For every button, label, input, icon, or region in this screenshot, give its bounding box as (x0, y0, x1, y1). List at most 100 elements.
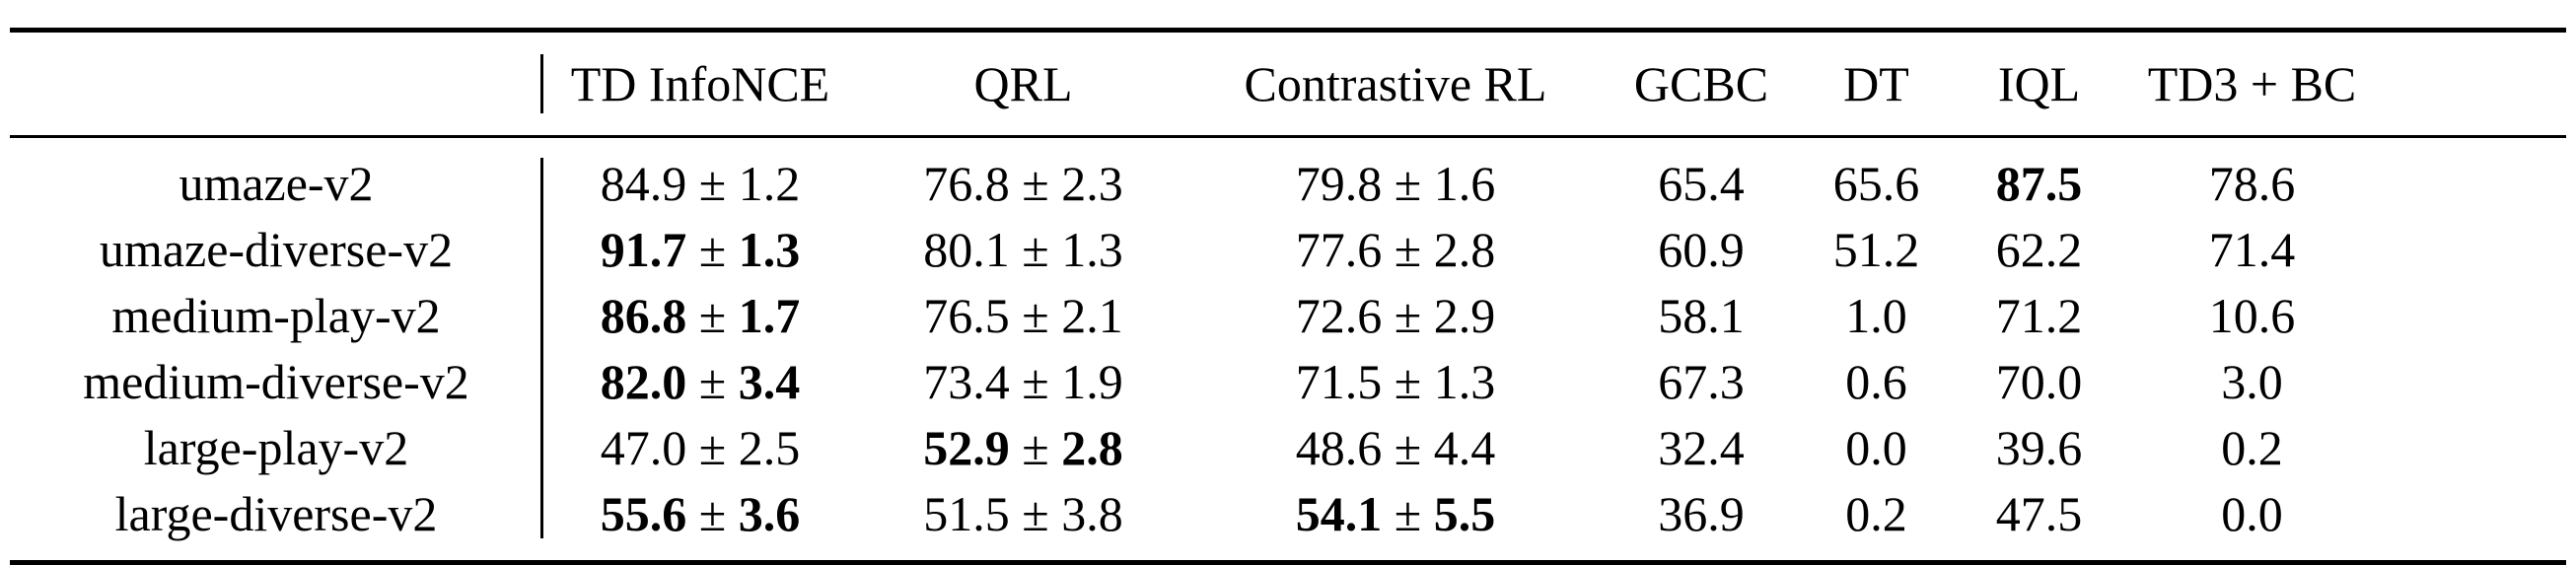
table-cell: 0.2 (1800, 489, 1953, 538)
table-cell: 48.6 ± 4.4 (1188, 423, 1603, 472)
table-cell: 77.6 ± 2.8 (1188, 225, 1603, 274)
cell-mean: 52.9 (923, 419, 1010, 475)
cell-mean: 71.5 (1295, 353, 1383, 409)
cell-mean: 36.9 (1658, 485, 1745, 541)
plus-minus-sign: ± (1009, 485, 1062, 541)
top-rule (10, 28, 2566, 33)
plus-minus-sign: ± (686, 287, 739, 343)
row-label: large-diverse-v2 (114, 485, 438, 541)
plus-minus-sign: ± (686, 353, 739, 409)
cell-mean: 47.5 (1995, 485, 2083, 541)
row-label: large-play-v2 (143, 419, 409, 475)
table-cell: 71.5 ± 1.3 (1188, 357, 1603, 406)
plus-minus-sign: ± (1382, 419, 1434, 475)
table-cell: 1.0 (1800, 291, 1953, 340)
cell-mean: 54.1 (1295, 485, 1383, 541)
plus-minus-sign: ± (686, 485, 739, 541)
table-cell: 54.1 ± 5.5 (1188, 489, 1603, 538)
cell-mean: 0.2 (1845, 485, 1907, 541)
table-cell: 80.1 ± 1.3 (858, 225, 1188, 274)
table-cell: 79.8 ± 1.6 (1188, 159, 1603, 208)
plus-minus-sign: ± (1382, 485, 1434, 541)
cell-mean: 55.6 (600, 485, 687, 541)
table-cell: 47.0 ± 2.5 (542, 423, 858, 472)
header-cell-td3-bc: TD3 + BC (2147, 56, 2357, 111)
cell-mean: 51.5 (923, 485, 1010, 541)
cell-mean: 62.2 (1995, 221, 2083, 277)
cell-mean: 82.0 (600, 353, 687, 409)
cell-mean: 1.0 (1845, 287, 1907, 343)
table-cell: 72.6 ± 2.9 (1188, 291, 1603, 340)
table-cell: 82.0 ± 3.4 (542, 357, 858, 406)
body-vertical-divider (540, 158, 543, 538)
table-cell: 62.2 (1953, 225, 2125, 274)
cell-std: 2.9 (1433, 287, 1496, 343)
plus-minus-sign: ± (686, 221, 739, 277)
table-cell: 39.6 (1953, 423, 2125, 472)
cell-mean: 58.1 (1658, 287, 1745, 343)
cell-std: 1.3 (738, 221, 801, 277)
cell-mean: 10.6 (2208, 287, 2296, 343)
table-row: large-play-v2 47.0 ± 2.5 52.9 ± 2.8 48.6 ± … (10, 414, 2566, 480)
cell-mean: 51.2 (1832, 221, 1920, 277)
table-cell: 67.3 (1603, 357, 1800, 406)
cell-std: 3.6 (738, 485, 801, 541)
cell-mean: 72.6 (1295, 287, 1383, 343)
table-cell: 52.9 ± 2.8 (858, 423, 1188, 472)
cell-mean: 67.3 (1658, 353, 1745, 409)
table-cell: 36.9 (1603, 489, 1800, 538)
table-cell: 73.4 ± 1.9 (858, 357, 1188, 406)
cell-mean: 71.4 (2208, 221, 2296, 277)
cell-mean: 70.0 (1995, 353, 2083, 409)
cell-mean: 77.6 (1295, 221, 1383, 277)
plus-minus-sign: ± (1009, 353, 1062, 409)
plus-minus-sign: ± (1009, 155, 1062, 211)
header-rule (10, 135, 2566, 138)
cell-std: 3.4 (738, 353, 801, 409)
plus-minus-sign: ± (1009, 287, 1062, 343)
cell-mean: 0.0 (1845, 419, 1907, 475)
cell-mean: 78.6 (2208, 155, 2296, 211)
cell-mean: 3.0 (2221, 353, 2283, 409)
table-row: large-diverse-v2 55.6 ± 3.6 51.5 ± 3.8 54.1… (10, 480, 2566, 546)
table-cell: 70.0 (1953, 357, 2125, 406)
cell-mean: 71.2 (1995, 287, 2083, 343)
plus-minus-sign: ± (686, 419, 739, 475)
cell-mean: 84.9 (600, 155, 687, 211)
bottom-rule (10, 560, 2566, 565)
cell-mean: 87.5 (1995, 155, 2083, 211)
header-cell-gcbc: GCBC (1633, 56, 1769, 111)
cell-mean: 79.8 (1295, 155, 1383, 211)
plus-minus-sign: ± (686, 155, 739, 211)
cell-std: 2.1 (1061, 287, 1123, 343)
cell-mean: 60.9 (1658, 221, 1745, 277)
cell-std: 1.9 (1061, 353, 1123, 409)
table-cell: 0.6 (1800, 357, 1953, 406)
table-cell: 71.2 (1953, 291, 2125, 340)
table-cell: 65.6 (1800, 159, 1953, 208)
cell-mean: 73.4 (923, 353, 1010, 409)
table-cell: 60.9 (1603, 225, 1800, 274)
cell-mean: 39.6 (1995, 419, 2083, 475)
table-cell: 0.2 (2125, 423, 2379, 472)
cell-mean: 0.0 (2221, 485, 2283, 541)
cell-std: 2.8 (1061, 419, 1123, 475)
cell-std: 1.3 (1433, 353, 1496, 409)
results-table: TD InfoNCE QRL Contrastive RL GCBC DT IQ… (10, 28, 2566, 565)
cell-std: 2.8 (1433, 221, 1496, 277)
table-cell: 58.1 (1603, 291, 1800, 340)
table-cell: 0.0 (2125, 489, 2379, 538)
table-cell: 32.4 (1603, 423, 1800, 472)
cell-std: 4.4 (1433, 419, 1496, 475)
cell-mean: 0.6 (1845, 353, 1907, 409)
table-cell: 47.5 (1953, 489, 2125, 538)
cell-std: 1.3 (1061, 221, 1123, 277)
header-cell-qrl: QRL (973, 56, 1073, 111)
row-label: umaze-v2 (179, 155, 374, 211)
plus-minus-sign: ± (1382, 287, 1434, 343)
row-label: umaze-diverse-v2 (99, 221, 454, 277)
table-cell: 76.5 ± 2.1 (858, 291, 1188, 340)
table-cell: 51.5 ± 3.8 (858, 489, 1188, 538)
table-row: medium-play-v2 86.8 ± 1.7 76.5 ± 2.1 72.6 ±… (10, 282, 2566, 348)
table-cell: 55.6 ± 3.6 (542, 489, 858, 538)
